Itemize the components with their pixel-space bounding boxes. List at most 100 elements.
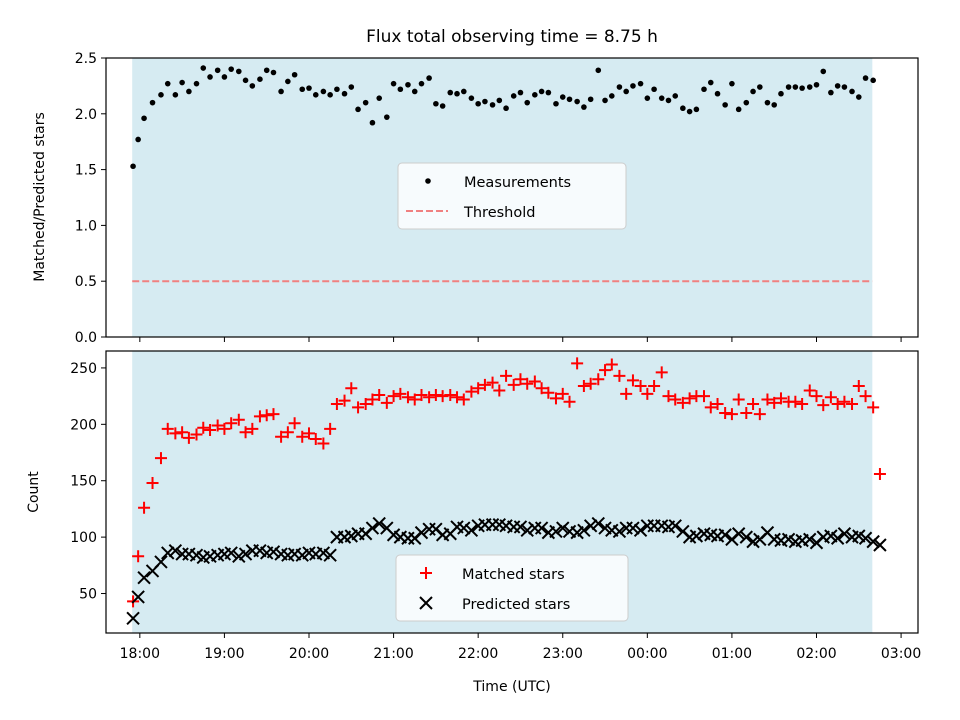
measurement-point <box>221 74 228 80</box>
matched-star-point <box>338 394 351 407</box>
measurement-point <box>672 93 679 99</box>
measurement-point <box>482 98 488 105</box>
matched-star-point <box>838 395 851 408</box>
matched-star-point <box>415 388 428 401</box>
matched-star-point <box>281 426 294 439</box>
measurement-point <box>158 92 164 98</box>
matched-star-point <box>563 395 576 408</box>
matched-star-point <box>493 384 506 397</box>
matched-star-point <box>239 426 252 439</box>
measurement-point <box>475 100 481 107</box>
matched-star-point <box>146 476 159 489</box>
predicted-star-point <box>126 611 140 626</box>
matched-star-point <box>288 417 301 430</box>
measurement-point <box>665 97 672 104</box>
measurement-point <box>405 81 411 88</box>
measurement-point <box>658 95 665 101</box>
ratio-y-axis-label: Matched/Predicted stars <box>32 112 48 282</box>
counts-ytick-label: 150 <box>70 474 97 490</box>
predicted-star-point <box>626 521 640 535</box>
matched-star-point <box>275 430 288 443</box>
measurement-point <box>164 80 171 87</box>
predicted-star-point <box>718 528 732 542</box>
matched-star-point <box>535 382 548 395</box>
matched-star-point <box>859 390 872 403</box>
measurement-point <box>278 88 284 95</box>
predicted-star-point <box>739 530 754 544</box>
measurement-point <box>757 84 763 90</box>
matched-star-point <box>246 422 259 435</box>
matched-star-point <box>507 378 520 391</box>
measurement-point <box>200 65 207 71</box>
measurement-point <box>235 68 242 75</box>
measurement-point <box>285 78 291 85</box>
predicted-star-point <box>556 521 570 535</box>
predicted-star-point <box>858 531 873 545</box>
predicted-star-point <box>137 571 151 585</box>
matched-star-point <box>648 379 661 392</box>
measurement-point <box>870 77 876 84</box>
measurement-point <box>855 94 862 100</box>
measurement-point <box>707 79 714 86</box>
counts-legend: Matched stars Predicted stars <box>395 554 629 622</box>
measurement-point <box>447 89 454 96</box>
matched-star-point <box>500 369 513 382</box>
legend-measurements-marker <box>425 178 431 184</box>
matched-star-point <box>225 417 238 430</box>
measurement-point <box>384 114 390 120</box>
legend-threshold-label: Threshold <box>463 205 535 221</box>
measurement-point <box>595 67 602 74</box>
xtick-label: 23:00 <box>543 646 583 662</box>
matched-star-point <box>704 401 717 414</box>
measurement-point <box>433 100 439 107</box>
matched-star-point <box>373 388 386 401</box>
matched-star-point <box>747 398 760 411</box>
counts-ytick-label: 50 <box>79 587 97 603</box>
measurement-point <box>574 98 580 105</box>
predicted-star-point <box>830 531 845 545</box>
matched-star-point <box>753 408 766 421</box>
predicted-star-point <box>414 525 429 540</box>
measurement-point <box>828 89 834 96</box>
matched-star-point <box>465 385 478 398</box>
legend-predicted-marker <box>419 596 433 610</box>
measurement-point <box>743 99 750 106</box>
predicted-star-point <box>365 521 380 535</box>
matched-star-point <box>366 393 379 406</box>
predicted-star-point <box>372 516 386 531</box>
counts-panel: 50 100 150 200 250 18:00 19:00 20:00 21:00 22:00… <box>26 350 921 695</box>
measurement-point <box>553 100 559 107</box>
matched-star-point <box>132 550 145 563</box>
matched-star-point <box>592 373 605 386</box>
matched-star-point <box>620 387 633 400</box>
matched-star-point <box>556 387 569 400</box>
xtick-label: 18:00 <box>120 646 160 662</box>
predicted-star-point <box>457 521 471 535</box>
measurement-point <box>489 102 496 108</box>
matched-star-point <box>486 376 499 389</box>
matched-star-point <box>542 386 555 399</box>
matched-star-point <box>138 501 151 514</box>
matched-star-point <box>549 392 562 405</box>
matched-star-point <box>352 401 365 414</box>
predicted-star-point <box>689 529 704 543</box>
measurement-point <box>299 86 306 93</box>
matched-star-point <box>408 393 421 406</box>
predicted-star-point <box>577 523 591 538</box>
measurement-point <box>334 86 340 93</box>
legend-matched-marker <box>420 567 432 579</box>
matched-star-point <box>824 391 837 404</box>
predicted-star-point <box>266 545 281 559</box>
matched-star-point <box>641 387 654 400</box>
predicted-star-point <box>131 590 145 604</box>
measurement-point <box>193 80 200 87</box>
predicted-star-point <box>323 548 337 562</box>
measurement-point <box>341 90 348 97</box>
matched-star-point <box>267 408 280 421</box>
matched-star-point <box>232 413 245 426</box>
matched-star-point <box>451 391 464 404</box>
measurement-point <box>468 95 475 101</box>
matched-star-point <box>169 427 182 440</box>
matched-star-point <box>444 388 457 401</box>
matched-star-point <box>683 392 696 405</box>
